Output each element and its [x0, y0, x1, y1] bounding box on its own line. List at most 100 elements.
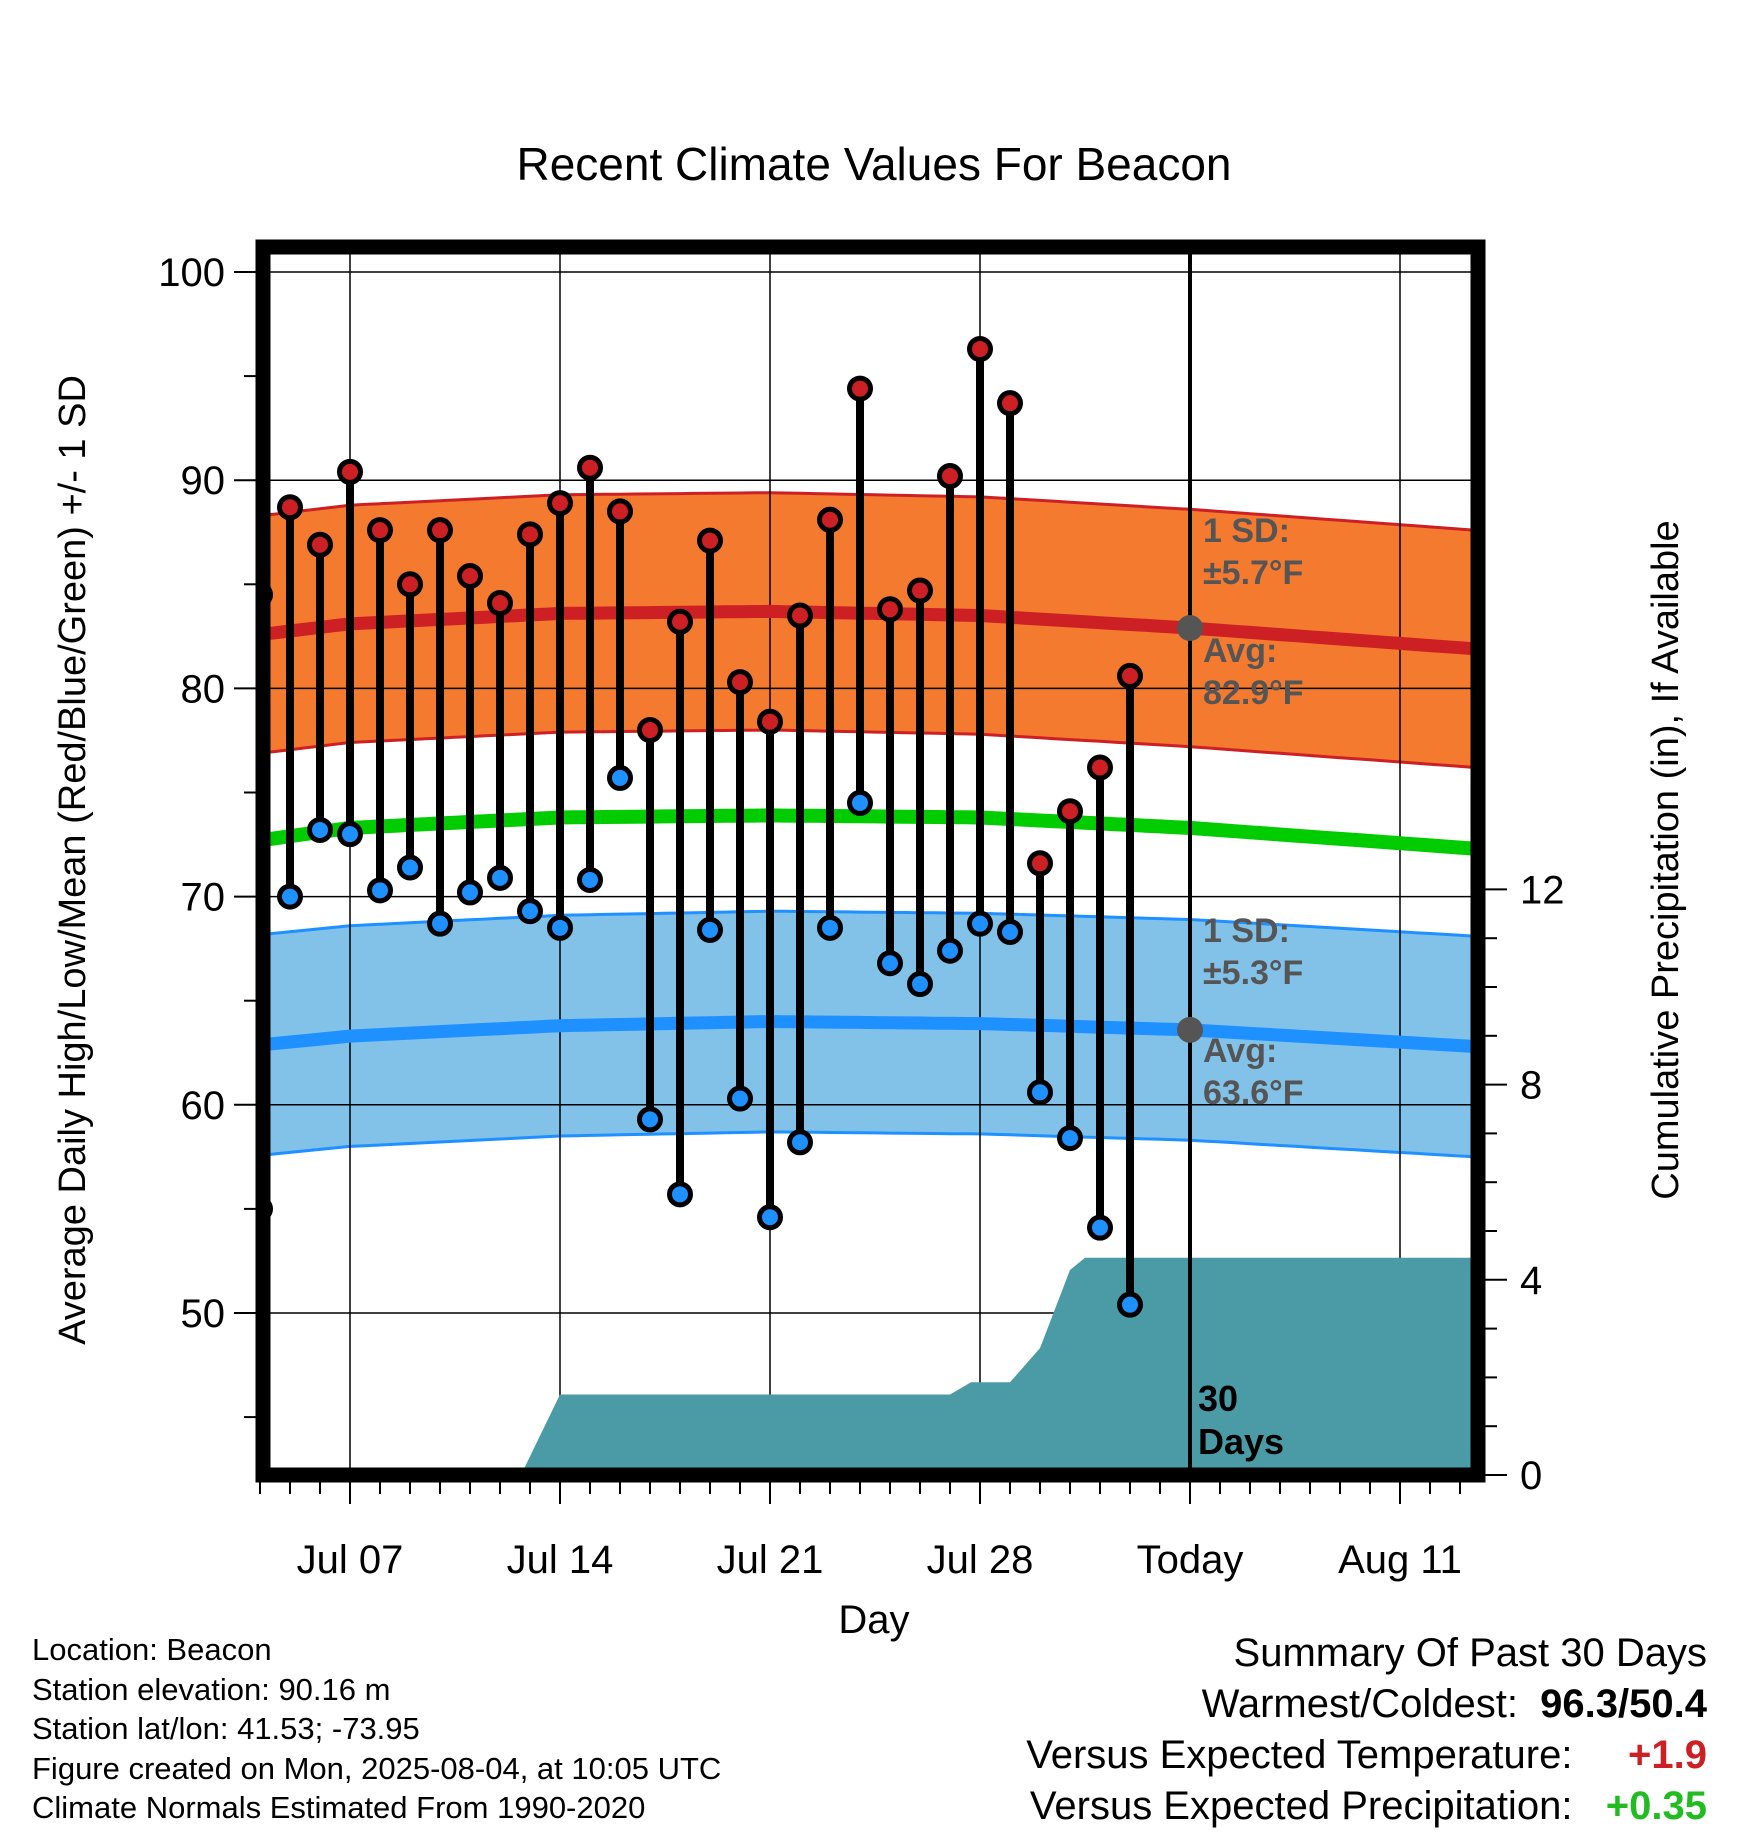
- precip-row: Versus Expected Precipitation: +0.35: [1026, 1781, 1707, 1832]
- summary-panel: Summary Of Past 30 Days Warmest/Coldest:…: [1026, 1628, 1707, 1832]
- obs-low-point: [667, 1181, 693, 1208]
- obs-high-point: [937, 463, 963, 490]
- obs-high-point: [487, 590, 513, 617]
- obs-high-point: [1057, 798, 1083, 825]
- high-avg-label: Avg:: [1203, 632, 1277, 670]
- obs-low-point: [1117, 1291, 1143, 1318]
- obs-high-point: [817, 506, 843, 533]
- obs-low-point: [307, 816, 333, 843]
- obs-low-point: [817, 914, 843, 941]
- obs-low-point: [607, 764, 633, 791]
- latlon-text: Station lat/lon: 41.53; -73.95: [32, 1711, 420, 1746]
- obs-low-point: [637, 1106, 663, 1133]
- obs-high-point: [847, 375, 873, 402]
- obs-high-point: [367, 517, 393, 544]
- low-sd-band: [263, 911, 1475, 1157]
- low-sd-value: ±5.3°F: [1203, 954, 1303, 992]
- low-avg-label: Avg:: [1203, 1032, 1277, 1070]
- obs-low-point: [427, 910, 453, 937]
- obs-high-point: [1117, 662, 1143, 689]
- plot-frame: [255, 239, 1486, 1483]
- today-high-avg-dot: [1177, 615, 1203, 642]
- elevation-text: Station elevation: 90.16 m: [32, 1671, 391, 1707]
- obs-high-point: [1087, 754, 1113, 781]
- obs-high-point: [577, 454, 603, 481]
- location-text: Location: Beacon: [32, 1632, 272, 1667]
- obs-high-point: [427, 517, 453, 544]
- obs-high-point: [877, 596, 903, 623]
- station-info: Location: Beacon Station elevation: 90.1…: [32, 1630, 721, 1828]
- obs-high-point: [907, 577, 933, 604]
- obs-low-point: [277, 883, 303, 910]
- y-tick-label: 60: [181, 1084, 226, 1128]
- obs-low-point: [367, 877, 393, 904]
- precip-area: [263, 1257, 1475, 1475]
- high-sd-value: ±5.7°F: [1203, 554, 1303, 592]
- high-avg-value: 82.9°F: [1203, 674, 1304, 712]
- obs-low-point: [1027, 1079, 1053, 1106]
- obs-low-point: [697, 916, 723, 943]
- obs-high-point: [967, 336, 993, 363]
- obs-high-point: [277, 494, 303, 521]
- obs-high-point: [757, 708, 783, 735]
- high-sd-label: 1 SD:: [1203, 512, 1290, 550]
- chart-title: Recent Climate Values For Beacon: [516, 138, 1231, 190]
- x-tick-label: Jul 28: [927, 1538, 1034, 1582]
- obs-low-point: [787, 1129, 813, 1156]
- plot-area: 1 SD: ±5.7°F Avg: 82.9°F 1 SD: ±5.3°F Avg: 63.6…: [158, 239, 1565, 1582]
- created-text: Figure created on Mon, 2025-08-04, at 10…: [32, 1750, 722, 1786]
- temp-row: Versus Expected Temperature: +1.9: [1026, 1730, 1707, 1781]
- obs-low-point: [517, 898, 543, 925]
- temp-label: Versus Expected Temperature:: [1026, 1733, 1573, 1777]
- y-tick-label: 80: [181, 667, 226, 711]
- y-tick-label: 50: [181, 1292, 226, 1336]
- y-tick-label: 100: [158, 251, 225, 295]
- warm-cold-row: Warmest/Coldest: 96.3/50.4: [1026, 1679, 1707, 1730]
- obs-low-point: [577, 866, 603, 893]
- obs-low-point: [967, 910, 993, 937]
- obs-low-point: [457, 879, 483, 906]
- low-sd-band-lower-edge: [263, 1130, 1476, 1159]
- obs-high-point: [517, 521, 543, 548]
- y-axis-label: Average Daily High/Low/Mean (Red/Blue/Gr…: [52, 375, 94, 1345]
- obs-high-point: [637, 717, 663, 744]
- obs-low-point: [997, 918, 1023, 945]
- obs-low-point: [337, 821, 363, 848]
- low-sd-label: 1 SD:: [1203, 912, 1290, 950]
- avg-low-line: [263, 1014, 1476, 1053]
- obs-low-point: [1057, 1125, 1083, 1152]
- avg-mean-line: [263, 808, 1476, 856]
- obs-low-point: [937, 937, 963, 964]
- today-low-avg-dot: [1177, 1016, 1203, 1043]
- obs-high-point: [307, 531, 333, 558]
- y2-axis-label: Cumulative Precipitation (in), If Availa…: [1645, 520, 1687, 1199]
- summary-heading: Summary Of Past 30 Days: [1233, 1631, 1707, 1675]
- plot-inner: [263, 247, 1478, 1475]
- y2-tick-label: 8: [1520, 1064, 1542, 1108]
- obs-high-point: [607, 498, 633, 525]
- obs-high-point: [337, 458, 363, 485]
- obs-high-point: [727, 669, 753, 696]
- x-tick-label: Today: [1137, 1538, 1244, 1582]
- obs-low-point: [907, 971, 933, 998]
- x-tick-label: Jul 14: [507, 1538, 614, 1582]
- obs-low-point: [727, 1085, 753, 1112]
- obs-high-point: [397, 571, 423, 598]
- y-tick-label: 70: [181, 876, 226, 920]
- obs-high-point: [787, 602, 813, 629]
- x-tick-label: Jul 07: [297, 1538, 404, 1582]
- x-axis-label: Day: [838, 1598, 909, 1642]
- obs-low-point: [1087, 1214, 1113, 1241]
- obs-low-point: [877, 950, 903, 977]
- obs-low-point: [547, 914, 573, 941]
- temp-value: +1.9: [1628, 1733, 1707, 1777]
- warm-cold-label: Warmest/Coldest:: [1201, 1682, 1518, 1726]
- today-days-count: 30: [1198, 1378, 1238, 1419]
- high-sd-band: [263, 492, 1475, 768]
- low-avg-value: 63.6°F: [1203, 1074, 1304, 1112]
- y2-tick-label: 4: [1520, 1259, 1542, 1303]
- obs-high-point: [697, 527, 723, 554]
- precip-value: +0.35: [1605, 1784, 1707, 1828]
- y-tick-label: 90: [181, 459, 226, 503]
- obs-high-point: [547, 490, 573, 517]
